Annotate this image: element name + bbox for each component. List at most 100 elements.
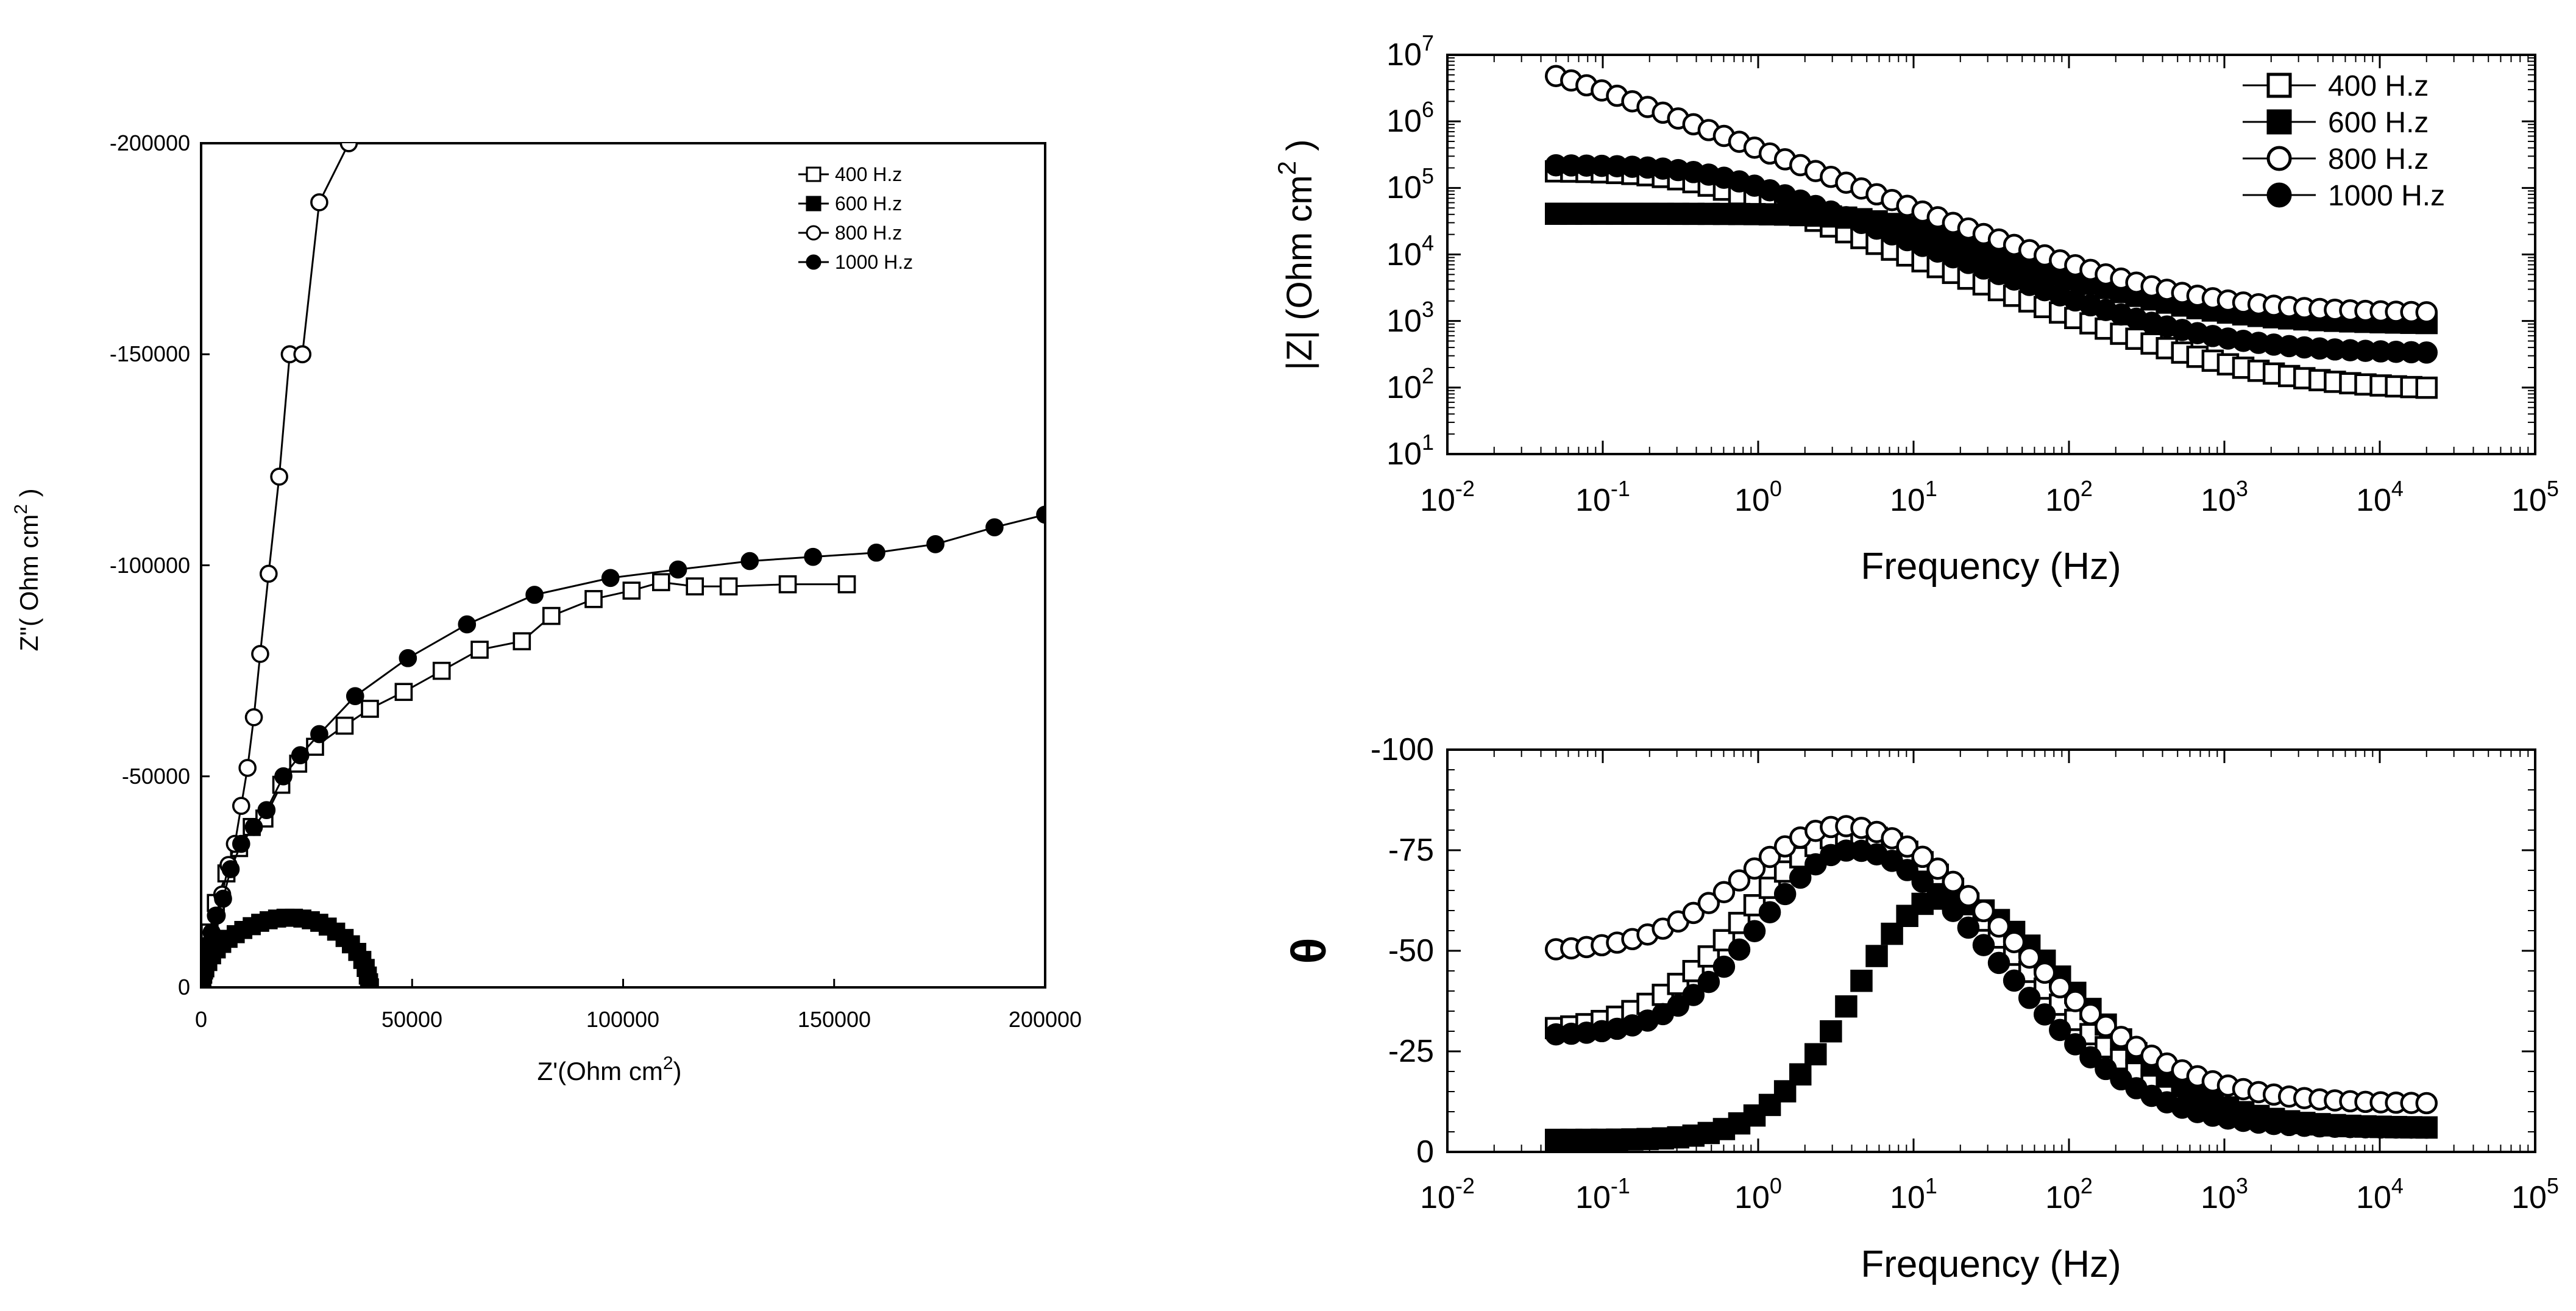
nyquist-y-tick-label: -200000 xyxy=(110,130,190,155)
nyquist-y-tick-label: -100000 xyxy=(110,553,190,578)
phase-data-point xyxy=(1896,835,1918,858)
phase-data-point xyxy=(1820,1020,1842,1043)
phase-data-point xyxy=(1972,934,1995,956)
nyquist-data-point xyxy=(361,700,379,718)
magnitude-ticks xyxy=(1446,54,2536,455)
phase-data-point xyxy=(2110,1026,2132,1048)
legend-label: 400 H.z xyxy=(2328,70,2429,102)
nyquist-data-point xyxy=(399,649,417,667)
phase-data-point xyxy=(1804,1043,1827,1065)
phase-y-axis-title: θ xyxy=(1282,937,1336,964)
phase-y-tick-labels: 0 -25 -50 -75 -100 xyxy=(1371,732,1434,1170)
nyquist-y-tick-label: -50000 xyxy=(122,764,190,789)
phase-data-point xyxy=(1667,994,1689,1017)
legend-label: 600 H.z xyxy=(2328,107,2429,139)
nyquist-data-point xyxy=(652,573,670,592)
phase-data-point xyxy=(2033,1003,2056,1026)
phase-data-point xyxy=(1881,922,1903,945)
nyquist-data-point xyxy=(867,543,885,562)
magnitude-y-tick-label: 105 xyxy=(1386,163,1434,205)
phase-data-point xyxy=(1835,995,1857,1018)
nyquist-data-point xyxy=(926,535,945,553)
phase-x-tick-label: 105 xyxy=(2511,1173,2559,1215)
legend-marker xyxy=(2266,146,2292,171)
nyquist-data-point xyxy=(669,560,687,579)
nyquist-data-point xyxy=(458,615,477,634)
phase-data-point xyxy=(1728,869,1751,892)
nyquist-data-point xyxy=(310,725,328,744)
nyquist-data-point xyxy=(270,467,288,486)
magnitude-data-point xyxy=(2415,341,2438,364)
phase-data-point xyxy=(1942,870,1965,894)
nyquist-data-point xyxy=(244,708,263,727)
nyquist-data-point xyxy=(837,575,856,594)
nyquist-plot: 0 50000 100000 150000 200000 0 -50000 -1… xyxy=(11,130,1082,1085)
phase-y-tick-label: -75 xyxy=(1388,833,1434,868)
nyquist-data-point xyxy=(335,716,354,735)
phase-data-point xyxy=(1957,916,1980,939)
nyquist-y-axis-title: Z"( Ohm cm2 ) xyxy=(11,488,43,651)
magnitude-series-2 xyxy=(1544,65,2438,324)
nyquist-data-point xyxy=(432,661,451,680)
nyquist-data-point xyxy=(346,687,364,705)
nyquist-data-point xyxy=(339,143,358,152)
phase-data-point xyxy=(2049,1018,2071,1042)
nyquist-data-point xyxy=(214,889,232,908)
phase-data-point xyxy=(1697,892,1720,914)
phase-data-point xyxy=(1942,900,1965,922)
legend-label: 400 H.z xyxy=(835,163,902,185)
nyquist-y-tick-label: -150000 xyxy=(110,341,190,366)
phase-data-point xyxy=(1773,883,1797,906)
nyquist-data-point xyxy=(232,797,250,815)
nyquist-data-point xyxy=(542,606,561,625)
phase-data-point xyxy=(2079,1046,2102,1069)
nyquist-data-point xyxy=(293,345,312,364)
phase-data-point xyxy=(1743,920,1766,942)
magnitude-data-point xyxy=(2415,376,2438,399)
phase-data-point xyxy=(2064,1033,2087,1056)
phase-y-tick-label: 0 xyxy=(1416,1134,1434,1170)
nyquist-x-tick-label: 200000 xyxy=(1009,1007,1082,1032)
magnitude-x-tick-label: 103 xyxy=(2201,476,2248,518)
nyquist-ticks xyxy=(200,142,1046,989)
magnitude-x-tick-label: 105 xyxy=(2511,476,2559,518)
magnitude-x-tick-label: 10-1 xyxy=(1575,476,1630,518)
phase-data-point xyxy=(1850,970,1873,992)
phase-data-point xyxy=(2095,1057,2117,1081)
magnitude-y-tick-label: 101 xyxy=(1386,430,1434,472)
phase-series-2 xyxy=(1544,815,2438,1115)
phase-data-point xyxy=(1789,1063,1812,1086)
phase-data-point xyxy=(1926,857,1950,880)
legend-marker xyxy=(806,196,821,211)
magnitude-series-3 xyxy=(1544,154,2438,364)
legend-marker xyxy=(2266,182,2292,208)
nyquist-data-point xyxy=(310,193,328,211)
phase-data-point xyxy=(1682,901,1705,925)
nyquist-data-point xyxy=(232,834,250,853)
phase-data-point xyxy=(2033,961,2056,984)
magnitude-x-tick-label: 100 xyxy=(1734,476,1782,518)
phase-x-tick-label: 10-1 xyxy=(1575,1173,1630,1215)
nyquist-data-point xyxy=(251,645,269,663)
legend-marker xyxy=(2266,109,2292,135)
phase-data-point xyxy=(2415,1116,2438,1139)
phase-data-point xyxy=(2003,969,2026,992)
nyquist-data-point xyxy=(257,801,276,819)
phase-data-point xyxy=(2018,946,2041,969)
nyquist-y-tick-labels: 0 -50000 -100000 -150000 -200000 xyxy=(110,130,190,1000)
phase-y-tick-label: -50 xyxy=(1388,933,1434,968)
magnitude-series xyxy=(1544,65,2438,399)
phase-data-point xyxy=(1957,884,1980,908)
legend-label: 600 H.z xyxy=(835,193,902,215)
phase-data-point xyxy=(1987,915,2010,938)
magnitude-y-tick-label: 107 xyxy=(1386,30,1434,73)
phase-x-axis-title: Frequency (Hz) xyxy=(1861,1243,2121,1285)
nyquist-data-point xyxy=(740,552,759,570)
phase-data-point xyxy=(1926,884,1950,907)
nyquist-data-point xyxy=(201,965,212,984)
phase-data-point xyxy=(1865,945,1888,967)
legend-marker xyxy=(806,254,821,270)
nyquist-data-point xyxy=(513,632,531,650)
phase-data-point xyxy=(1697,970,1720,993)
